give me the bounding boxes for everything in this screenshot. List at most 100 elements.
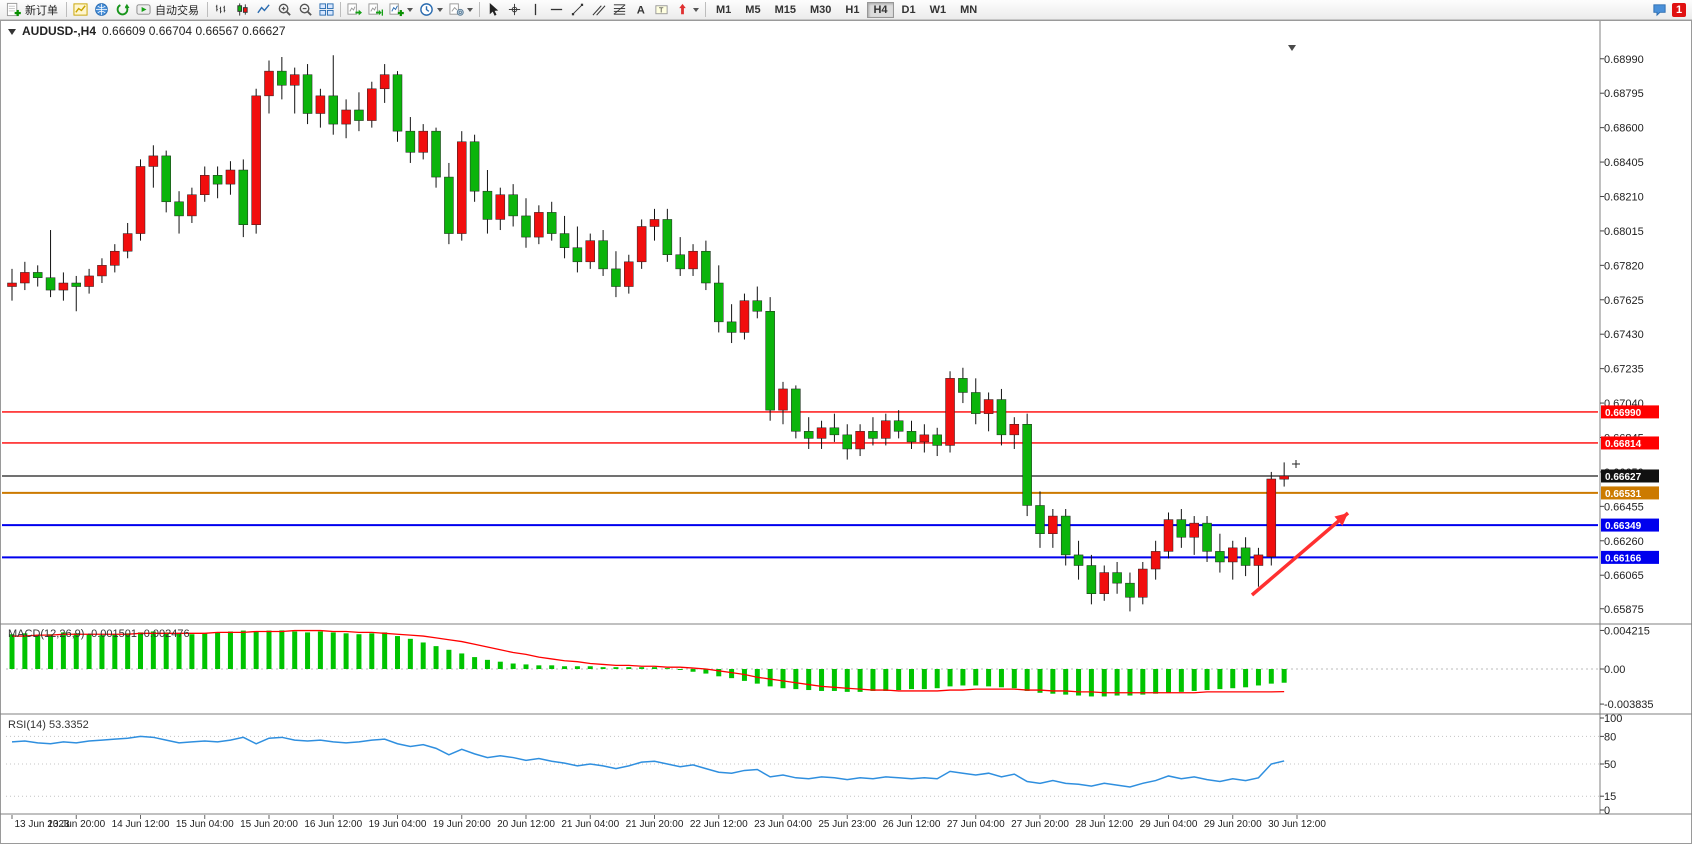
- notification-count-badge[interactable]: 1: [1672, 2, 1686, 17]
- templates-button[interactable]: [446, 1, 476, 19]
- timeframe-button-m5[interactable]: M5: [739, 2, 766, 18]
- text-label-icon: T: [654, 2, 669, 17]
- svg-text:0.66531: 0.66531: [1605, 489, 1642, 500]
- svg-text:0.68015: 0.68015: [1604, 226, 1644, 238]
- chart-shift-button[interactable]: [365, 1, 386, 19]
- notifications-button[interactable]: [1649, 1, 1670, 19]
- timeframe-button-mn[interactable]: MN: [954, 2, 983, 18]
- timeframe-button-h4[interactable]: H4: [867, 1, 894, 18]
- profiles-button[interactable]: [91, 1, 112, 19]
- svg-text:0.68210: 0.68210: [1604, 191, 1644, 203]
- toolbar-separator: [479, 2, 480, 17]
- bar-chart-button[interactable]: [211, 1, 232, 19]
- svg-text:0: 0: [1604, 805, 1610, 817]
- auto-scroll-icon: [347, 2, 362, 17]
- toolbar-separator: [340, 2, 341, 17]
- fibonacci-icon: [612, 2, 627, 17]
- notifications-icon: [1652, 2, 1667, 17]
- candlestick-chart-button[interactable]: [232, 1, 253, 19]
- svg-text:80: 80: [1604, 731, 1616, 743]
- timeframe-button-w1[interactable]: W1: [924, 2, 953, 18]
- svg-text:19 Jun 20:00: 19 Jun 20:00: [433, 819, 491, 830]
- zoom-out-button[interactable]: [295, 1, 316, 19]
- arrows-button[interactable]: [672, 1, 702, 19]
- svg-text:0.66455: 0.66455: [1604, 501, 1644, 513]
- autotrading-button[interactable]: 自动交易: [133, 1, 204, 19]
- rsi-axis: 100 80 50 15 0: [1600, 713, 1622, 817]
- timeframe-button-d1[interactable]: D1: [896, 2, 922, 18]
- new-chart-button[interactable]: [70, 1, 91, 19]
- chart-shift-marker: [1288, 45, 1296, 51]
- svg-text:0.68600: 0.68600: [1604, 123, 1644, 135]
- svg-text:29 Jun 20:00: 29 Jun 20:00: [1204, 819, 1262, 830]
- toolbar-separator: [705, 2, 706, 17]
- svg-text:27 Jun 04:00: 27 Jun 04:00: [947, 819, 1005, 830]
- refresh-icon: [115, 2, 130, 17]
- svg-text:T: T: [659, 5, 664, 14]
- svg-text:0.66990: 0.66990: [1605, 408, 1642, 419]
- price-axis[interactable]: 0.68990 0.68795 0.68600 0.68405 0.68210 0.680…: [1600, 54, 1644, 616]
- candlestick-chart-icon: [235, 2, 250, 17]
- svg-text:0.67430: 0.67430: [1604, 329, 1644, 341]
- chart-shift-icon: [368, 2, 383, 17]
- svg-text:0.66349: 0.66349: [1605, 521, 1642, 532]
- horizontal-lines[interactable]: [2, 411, 1598, 559]
- zoom-in-button[interactable]: [274, 1, 295, 19]
- svg-text:21 Jun 20:00: 21 Jun 20:00: [626, 819, 684, 830]
- trendline-button[interactable]: [567, 1, 588, 19]
- timeframe-button-m30[interactable]: M30: [804, 2, 837, 18]
- text-label-button[interactable]: T: [651, 1, 672, 19]
- toolbar: 新订单 自动交易 A: [0, 0, 1692, 20]
- arrows-icon: [675, 2, 690, 17]
- trend-arrow-annotation[interactable]: [1250, 511, 1350, 597]
- current-price-marker: [1292, 459, 1300, 468]
- chart-dropdown-icon[interactable]: [8, 28, 16, 35]
- svg-text:15 Jun 20:00: 15 Jun 20:00: [240, 819, 298, 830]
- svg-text:28 Jun 12:00: 28 Jun 12:00: [1075, 819, 1133, 830]
- zoom-in-icon: [277, 2, 292, 17]
- timeframe-button-m15[interactable]: M15: [769, 2, 802, 18]
- svg-text:29 Jun 04:00: 29 Jun 04:00: [1140, 819, 1198, 830]
- svg-text:16 Jun 12:00: 16 Jun 12:00: [304, 819, 362, 830]
- periods-button[interactable]: [416, 1, 446, 19]
- zoom-out-icon: [298, 2, 313, 17]
- bar-chart-icon: [214, 2, 229, 17]
- dropdown-caret: [437, 7, 443, 12]
- svg-text:0.68405: 0.68405: [1604, 157, 1644, 169]
- cursor-button[interactable]: [483, 1, 504, 19]
- new-order-label: 新订单: [25, 4, 58, 17]
- svg-text:0.68990: 0.68990: [1604, 54, 1644, 66]
- refresh-button[interactable]: [112, 1, 133, 19]
- macd-axis: 0.004215 0.00 -0.003835: [1600, 625, 1654, 711]
- toolbar-separator: [207, 2, 208, 17]
- timeframe-button-h1[interactable]: H1: [839, 2, 865, 18]
- svg-text:0.67625: 0.67625: [1604, 295, 1644, 307]
- svg-text:22 Jun 12:00: 22 Jun 12:00: [690, 819, 748, 830]
- timeframe-button-m1[interactable]: M1: [710, 2, 737, 18]
- vertical-line-button[interactable]: [525, 1, 546, 19]
- horizontal-line-button[interactable]: [546, 1, 567, 19]
- svg-text:15: 15: [1604, 791, 1616, 803]
- text-button[interactable]: A: [630, 1, 651, 19]
- profiles-icon: [94, 2, 109, 17]
- autotrading-icon: [136, 2, 151, 17]
- chart-ohlc: 0.66609 0.66704 0.66567 0.66627: [102, 24, 286, 38]
- indicators-button[interactable]: [386, 1, 416, 19]
- line-chart-button[interactable]: [253, 1, 274, 19]
- crosshair-button[interactable]: [504, 1, 525, 19]
- equidistant-channel-button[interactable]: [588, 1, 609, 19]
- tile-windows-button[interactable]: [316, 1, 337, 19]
- svg-text:0.00: 0.00: [1604, 664, 1625, 676]
- svg-text:25 Jun 23:00: 25 Jun 23:00: [818, 819, 876, 830]
- svg-text:0.67235: 0.67235: [1604, 364, 1644, 376]
- auto-scroll-button[interactable]: [344, 1, 365, 19]
- tile-windows-icon: [319, 2, 334, 17]
- autotrading-label: 自动交易: [155, 4, 199, 17]
- svg-text:26 Jun 12:00: 26 Jun 12:00: [883, 819, 941, 830]
- svg-text:0.68795: 0.68795: [1604, 88, 1644, 100]
- new-order-button[interactable]: 新订单: [3, 1, 63, 19]
- fibonacci-button[interactable]: [609, 1, 630, 19]
- svg-text:0.004215: 0.004215: [1604, 625, 1650, 637]
